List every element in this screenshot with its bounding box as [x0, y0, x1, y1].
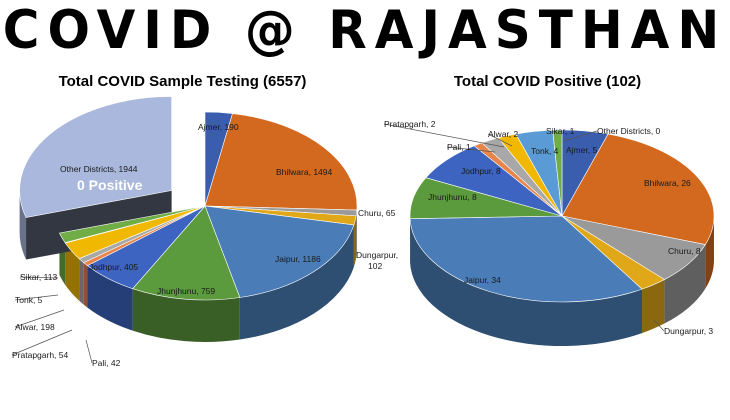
slice-label-pratapgarh: Pratapgarh, 54 [12, 350, 69, 360]
leader-line-tonk [14, 294, 59, 301]
slice-label-churu: Churu, 65 [358, 208, 396, 218]
slice-label-ajmer: Ajmer, 190 [198, 122, 239, 132]
pie-side-other-districts [19, 190, 27, 260]
leader-line-sikar [19, 276, 59, 279]
pie-side-bhilwara [705, 216, 714, 289]
pie-slice-jaipur [409, 215, 643, 303]
slice-label-pali: Pali, 42 [92, 358, 121, 368]
pie-side-pratapgarh [79, 258, 84, 305]
pie-side-alwar [65, 243, 80, 301]
slice-label-dungarpur: Dungarpur, 3 [664, 326, 713, 336]
pie-chart-testing: Ajmer, 190 Bhilwara, 1494 Churu, 65 Dungarp… [11, 96, 398, 368]
leader-line-pali [85, 339, 93, 364]
slice-label-alwar: Alwar, 2 [488, 129, 519, 139]
pie-side-jaipur [410, 218, 643, 346]
pie-chart-positive: Ajmer, 5 Bhilwara, 26 Churu, 8 Dungarpur, 3… [383, 119, 715, 346]
slice-label-ajmer: Ajmer, 5 [566, 145, 597, 155]
pie-side-dungarpur [642, 279, 665, 334]
slice-label-bhilwara: Bhilwara, 26 [644, 178, 691, 188]
pie-side-jhunjhunu [132, 288, 240, 342]
slice-label-jhunjhunu: Jhunjhunu, 8 [428, 192, 477, 202]
pie-slice-bhilwara [561, 133, 715, 245]
slice-note-other-districts: 0 Positive [77, 177, 143, 193]
pie-sides [410, 216, 714, 346]
leader-line-pratapgarh [383, 123, 505, 148]
slice-label-jhunjhunu: Jhunjhunu, 759 [157, 286, 215, 296]
slice-label-jaipur: Jaipur, 1186 [275, 254, 321, 264]
leader-line-dungarpur [653, 319, 665, 332]
slice-label-sikar: Sikar, 113 [20, 272, 57, 282]
leader-line-pali [446, 146, 496, 153]
slice-label-jaipur: Jaipur, 34 [464, 275, 501, 285]
pie-slice-jaipur [204, 205, 355, 298]
slice-label-bhilwara: Bhilwara, 1494 [276, 167, 333, 177]
leader-line-alwar [14, 309, 65, 328]
slice-label-other-districts: Other Districts, 1944 [60, 164, 138, 174]
leader-line-pratapgarh [11, 329, 73, 356]
pie-side-dungarpur [353, 215, 357, 267]
slice-label-churu: Churu, 8 [668, 246, 701, 256]
slice-label-tonk: Tonk, 4 [531, 146, 559, 156]
slice-label-jodhpur: Jodhpur, 8 [461, 166, 501, 176]
slice-label-jodhpur: Jodhpur, 405 [89, 262, 138, 272]
pie-side-pali [83, 262, 88, 308]
slice-label-other-districts: Other Districts, 0 [597, 126, 661, 136]
pie-side-jaipur [239, 224, 354, 340]
slice-label-sikar: Sikar, 1 [546, 126, 575, 136]
slice-label-pratapgarh: Pratapgarh, 2 [384, 119, 436, 129]
slice-label-tonk: Tonk, 5 [15, 295, 43, 305]
pie-slice-other-districts [19, 96, 172, 218]
pie-side-jodhpur [87, 265, 133, 331]
page-title: COVID @ RAJASTHAN [2, 0, 728, 61]
leader-line-other-districts [563, 130, 598, 142]
pie-slice-sikar [552, 129, 563, 217]
pie-slice-bhilwara [204, 113, 358, 211]
slice-label-pali: Pali, 1 [447, 142, 471, 152]
pie-slice-jhunjhunu [132, 205, 241, 301]
slice-label-dungarpur: Dungarpur, 102 [356, 250, 398, 271]
slice-label-alwar: Alwar, 198 [15, 322, 55, 332]
pie-side-churu [356, 210, 357, 258]
pie-side-churu [664, 244, 706, 324]
chart-title-positive: Total COVID Positive (102) [453, 73, 642, 90]
leader-line-alwar [487, 133, 513, 147]
pie-cut-other-districts-0 [26, 190, 172, 260]
pie-sides [19, 190, 357, 342]
chart-title-testing: Total COVID Sample Testing (6557) [58, 73, 307, 90]
pie-slice-sikar [58, 205, 206, 243]
